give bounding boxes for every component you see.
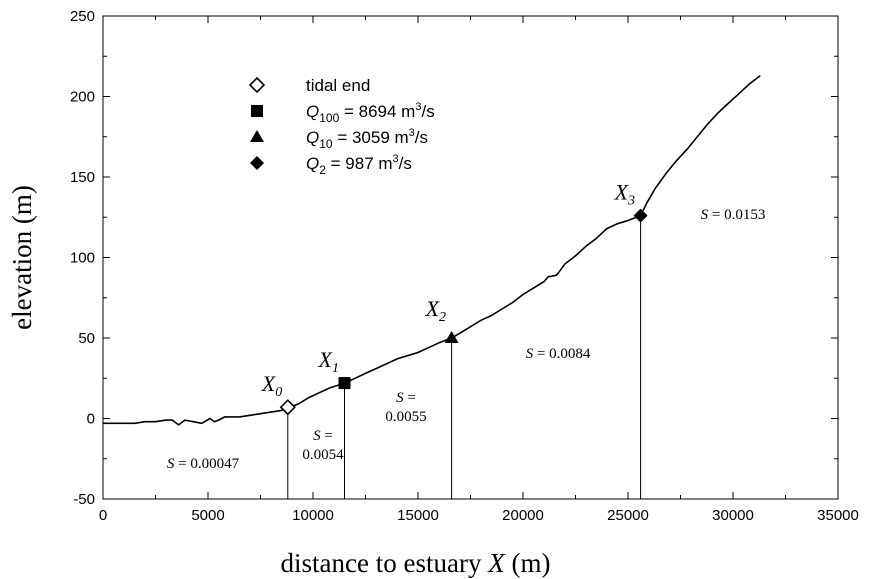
slope-label: S = 0.0055 xyxy=(385,390,426,425)
point-markers xyxy=(279,208,648,416)
x-tick-label: 25000 xyxy=(607,507,649,524)
legend-unit-sup: 3 xyxy=(393,153,399,165)
y-tick-label: 250 xyxy=(70,8,95,25)
point-label: X0 xyxy=(261,371,282,400)
point-label-sub: 1 xyxy=(332,361,339,376)
slope-value: 0.0055 xyxy=(385,409,426,425)
x-tick-label: 30000 xyxy=(712,507,754,524)
x-axis-title-gap xyxy=(481,548,488,578)
legend-q-sub: 100 xyxy=(319,111,339,125)
x-axis-title-unit: (m) xyxy=(505,548,551,578)
profile-series xyxy=(103,74,761,426)
slope-label: S = 0.00047 xyxy=(167,456,240,472)
x-tick-label: 0 xyxy=(99,507,107,524)
axes: 0 5000 10000 15000 20000 25000 30000 35000-5005… xyxy=(70,8,859,524)
point-marker xyxy=(279,399,296,416)
point-label-sub: 3 xyxy=(627,194,635,209)
x-axis-title-text: distance to estuary xyxy=(281,548,482,578)
slope-value: 0.0054 xyxy=(302,447,344,463)
x-axis-title: distance to estuary X (m) xyxy=(281,548,551,578)
point-label-var: X xyxy=(614,180,630,205)
legend-q: Q xyxy=(306,128,319,147)
point-label: X2 xyxy=(425,296,446,325)
legend-value: tidal end xyxy=(306,76,370,95)
point-label-sub: 2 xyxy=(439,310,446,325)
legend-q: Q xyxy=(306,102,319,121)
legend-marker xyxy=(248,76,266,94)
legend-label: Q100 = 8694 m3/s xyxy=(306,101,435,125)
slope-value: = 0.0084 xyxy=(537,346,591,362)
profile-line xyxy=(103,74,761,426)
slope-symbol: S xyxy=(701,207,712,223)
x-tick-label: 5000 xyxy=(191,507,224,524)
y-tick-label: 50 xyxy=(78,330,95,347)
y-tick-label: 200 xyxy=(70,89,95,106)
slope-label: S = 0.0084 xyxy=(526,346,591,362)
point-marker xyxy=(444,331,459,343)
point-label-var: X xyxy=(318,347,334,372)
slope-symbol: S xyxy=(396,390,407,406)
x-tick-label: 10000 xyxy=(292,507,334,524)
point-label: X1 xyxy=(318,347,339,376)
plot-frame xyxy=(102,15,839,500)
legend-label: Q2 = 987 m3/s xyxy=(306,153,412,177)
legend-q-sub: 2 xyxy=(319,163,326,177)
slope-value: = xyxy=(324,428,332,444)
y-tick-label: 0 xyxy=(87,411,95,428)
point-marker xyxy=(338,377,351,390)
y-tick-label: -50 xyxy=(73,491,95,508)
slope-value: = 0.00047 xyxy=(178,456,239,472)
x-axis-title-var: X xyxy=(487,548,506,578)
legend-unit-tail: /s xyxy=(415,128,428,147)
legend-q: Q xyxy=(306,154,319,173)
point-label-var: X xyxy=(425,296,441,321)
slope-label: S = 0.0054 xyxy=(302,428,344,463)
slope-value: = xyxy=(407,390,415,406)
segment-boundary-lines xyxy=(287,215,642,499)
point-label-var: X xyxy=(261,371,277,396)
y-tick-label: 150 xyxy=(70,169,95,186)
legend-label: tidal end xyxy=(306,76,370,95)
x-tick-label: 20000 xyxy=(502,507,544,524)
slope-symbol: S xyxy=(526,346,537,362)
legend-value: = 8694 m xyxy=(339,102,415,121)
legend-marker xyxy=(250,130,264,142)
legend-unit-sup: 3 xyxy=(415,101,421,113)
legend-label: Q10 = 3059 m3/s xyxy=(306,127,428,151)
legend-marker xyxy=(251,105,263,117)
axis-titles: distance to estuary X (m) elevation (m) xyxy=(7,185,550,578)
y-axis-title: elevation (m) xyxy=(7,185,37,330)
legend-marker xyxy=(250,156,264,170)
point-marker xyxy=(633,208,648,223)
legend-unit-sup: 3 xyxy=(409,127,415,139)
x-tick-label: 35000 xyxy=(817,507,859,524)
y-tick-label: 100 xyxy=(70,250,95,267)
slope-symbol: S xyxy=(167,456,178,472)
x-tick-label: 15000 xyxy=(397,507,439,524)
slope-label: S = 0.0153 xyxy=(701,207,766,223)
point-label-sub: 0 xyxy=(275,385,282,400)
slope-value: = 0.0153 xyxy=(712,207,765,223)
legend-value: = 987 m xyxy=(326,154,393,173)
slope-symbol: S xyxy=(313,428,324,444)
legend-q-sub: 10 xyxy=(319,137,333,151)
legend-unit-tail: /s xyxy=(421,102,434,121)
legend-unit-tail: /s xyxy=(399,154,412,173)
legend-value: = 3059 m xyxy=(333,128,409,147)
point-label: X3 xyxy=(614,180,635,209)
